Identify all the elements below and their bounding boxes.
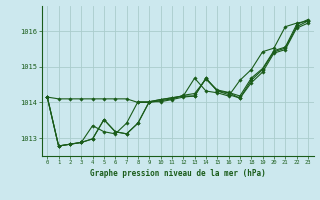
X-axis label: Graphe pression niveau de la mer (hPa): Graphe pression niveau de la mer (hPa) [90, 169, 266, 178]
